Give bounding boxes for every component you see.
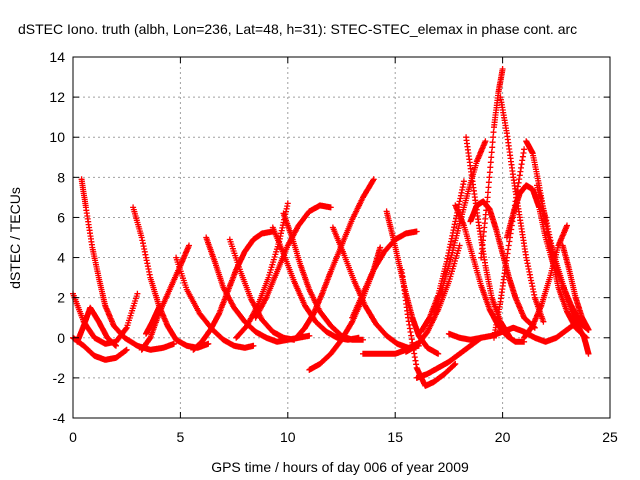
y-tick-label: 0 [57,330,65,346]
y-tick-label: 4 [57,250,65,266]
grid [73,57,610,418]
series-8 [173,254,257,351]
series-7 [143,304,162,337]
y-tick-label: 10 [49,129,65,145]
series-27 [452,202,528,345]
series-16 [293,176,377,341]
y-tick-label: 12 [49,89,65,105]
series-markers [478,66,506,261]
y-tick-label: -2 [53,370,66,386]
series-markers [402,242,463,355]
x-tick-label: 15 [387,429,403,445]
series-30 [478,66,506,261]
series-markers [503,182,558,271]
series-markers [78,176,177,353]
series-39 [445,318,592,345]
y-tick-label: -4 [53,410,66,426]
y-tick-label: 8 [57,169,65,185]
x-axis-ticks: 0 5 10 15 20 25 [69,57,618,445]
series-37 [546,238,592,357]
y-axis-ticks: -4 -2 0 2 4 6 8 10 12 14 [49,49,610,426]
x-tick-label: 0 [69,429,77,445]
series-markers [467,198,538,331]
series-markers [293,176,377,341]
series-markers [534,182,592,333]
chart-title: dSTEC Iono. truth (albh, Lon=236, Lat=48… [18,21,577,37]
series-markers [430,138,489,315]
series-33 [503,182,558,271]
x-tick-label: 20 [495,429,511,445]
y-axis-label: dSTEC / TECUs [7,187,23,289]
series-5 [130,204,212,351]
y-tick-label: 14 [49,49,65,65]
series-13 [252,202,334,321]
series-markers [546,238,592,357]
series-markers [252,202,334,321]
series-24 [402,242,463,355]
series-23 [413,334,485,381]
series-markers [398,266,459,389]
data-series [70,66,592,389]
x-tick-label: 25 [602,429,618,445]
series-26 [430,138,489,315]
series-25 [418,178,467,335]
y-tick-label: 2 [57,290,65,306]
series-markers [445,318,592,345]
x-tick-label: 5 [177,429,185,445]
y-tick-label: 6 [57,209,65,225]
x-tick-label: 10 [280,429,296,445]
series-3 [78,176,177,353]
series-markers [413,334,485,381]
series-29 [467,198,538,331]
series-markers [452,202,528,345]
plot-frame [72,56,611,419]
series-markers [143,304,162,337]
series-markers [418,178,467,335]
series-35 [534,182,592,333]
series-22 [398,266,459,389]
series-markers [130,204,212,351]
x-axis-label: GPS time / hours of day 006 of year 2009 [211,459,469,475]
series-markers [173,254,257,351]
